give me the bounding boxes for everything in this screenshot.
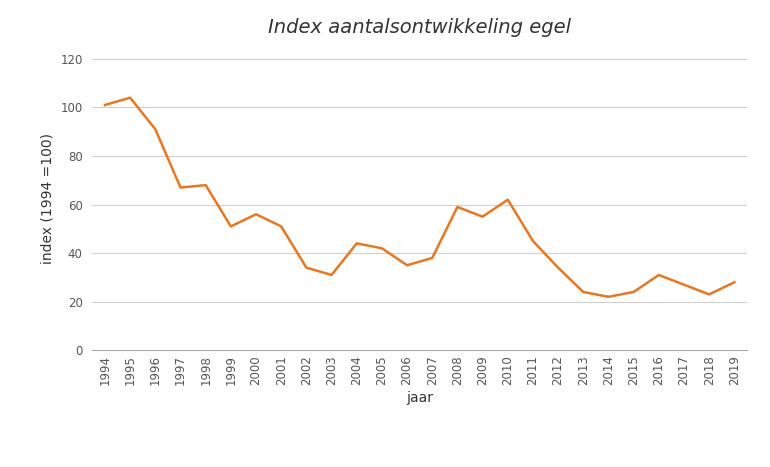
Y-axis label: index (1994 =100): index (1994 =100) xyxy=(41,133,55,264)
X-axis label: jaar: jaar xyxy=(406,391,434,405)
Title: Index aantalsontwikkeling egel: Index aantalsontwikkeling egel xyxy=(268,18,571,37)
